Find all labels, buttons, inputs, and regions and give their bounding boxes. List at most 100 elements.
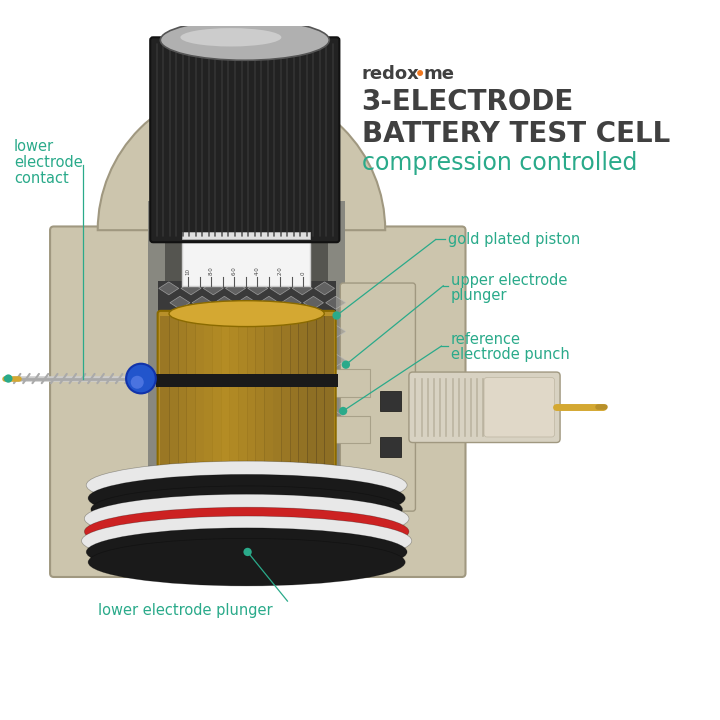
FancyBboxPatch shape	[341, 283, 415, 511]
Text: 2·0: 2·0	[278, 266, 283, 275]
Bar	[161, 316, 170, 473]
Polygon shape	[315, 397, 335, 410]
Bar	[204, 316, 213, 473]
Polygon shape	[248, 339, 268, 352]
Circle shape	[333, 311, 341, 320]
Polygon shape	[325, 296, 346, 309]
Polygon shape	[315, 368, 335, 381]
Text: 0: 0	[301, 271, 306, 275]
Polygon shape	[192, 354, 212, 366]
Polygon shape	[248, 397, 268, 410]
Polygon shape	[270, 397, 290, 410]
Circle shape	[4, 376, 9, 382]
Polygon shape	[215, 296, 235, 309]
Bar	[380, 437, 400, 457]
Polygon shape	[315, 339, 335, 352]
Polygon shape	[181, 339, 201, 352]
FancyBboxPatch shape	[148, 200, 345, 572]
Bar	[181, 232, 310, 240]
Polygon shape	[281, 296, 301, 309]
Circle shape	[342, 361, 350, 369]
Text: 3-ELECTRODE: 3-ELECTRODE	[361, 89, 574, 116]
Polygon shape	[181, 310, 201, 323]
Polygon shape	[315, 310, 335, 323]
Bar	[247, 316, 256, 473]
Polygon shape	[270, 282, 290, 294]
Bar	[273, 316, 282, 473]
Polygon shape	[292, 310, 312, 323]
Polygon shape	[203, 310, 223, 323]
Bar	[328, 415, 370, 444]
Polygon shape	[259, 411, 279, 424]
Bar	[380, 391, 400, 411]
Polygon shape	[281, 382, 301, 395]
Polygon shape	[225, 282, 246, 294]
Circle shape	[339, 407, 347, 415]
Polygon shape	[270, 339, 290, 352]
Polygon shape	[303, 296, 323, 309]
Polygon shape	[192, 411, 212, 424]
Polygon shape	[292, 368, 312, 381]
Circle shape	[131, 376, 144, 389]
Bar	[158, 282, 336, 425]
Polygon shape	[192, 296, 212, 309]
FancyBboxPatch shape	[150, 37, 339, 242]
Polygon shape	[170, 296, 190, 309]
Text: gold plated piston: gold plated piston	[448, 232, 580, 247]
Bar	[221, 316, 230, 473]
Polygon shape	[215, 382, 235, 395]
Polygon shape	[315, 282, 335, 294]
Ellipse shape	[81, 516, 412, 566]
Text: compression controlled: compression controlled	[361, 151, 637, 176]
Bar	[281, 316, 291, 473]
Text: 6·0: 6·0	[232, 266, 237, 275]
Polygon shape	[237, 354, 256, 366]
FancyBboxPatch shape	[50, 227, 466, 577]
Polygon shape	[248, 310, 268, 323]
Polygon shape	[303, 411, 323, 424]
Polygon shape	[225, 339, 246, 352]
Polygon shape	[303, 382, 323, 395]
Polygon shape	[158, 339, 179, 352]
Polygon shape	[181, 397, 201, 410]
Text: 10: 10	[186, 268, 191, 275]
Polygon shape	[170, 354, 190, 366]
Polygon shape	[170, 411, 190, 424]
Polygon shape	[270, 368, 290, 381]
Text: me: me	[424, 66, 455, 84]
Text: lower electrode plunger: lower electrode plunger	[98, 603, 273, 618]
Ellipse shape	[88, 539, 405, 586]
Ellipse shape	[161, 20, 329, 60]
Ellipse shape	[181, 28, 282, 47]
Polygon shape	[215, 411, 235, 424]
Polygon shape	[215, 354, 235, 366]
Ellipse shape	[86, 528, 407, 576]
Polygon shape	[181, 368, 201, 381]
Polygon shape	[281, 411, 301, 424]
Circle shape	[4, 374, 12, 383]
Polygon shape	[259, 325, 279, 338]
Polygon shape	[181, 282, 201, 294]
Polygon shape	[158, 310, 179, 323]
Polygon shape	[203, 397, 223, 410]
Polygon shape	[170, 325, 190, 338]
Bar	[212, 316, 222, 473]
Polygon shape	[248, 368, 268, 381]
Polygon shape	[158, 397, 179, 410]
Bar	[169, 316, 179, 473]
Text: lower: lower	[14, 139, 54, 154]
Polygon shape	[192, 325, 212, 338]
Polygon shape	[225, 397, 246, 410]
Polygon shape	[325, 354, 346, 366]
Polygon shape	[281, 325, 301, 338]
Ellipse shape	[88, 474, 405, 522]
Polygon shape	[158, 368, 179, 381]
Polygon shape	[259, 354, 279, 366]
FancyBboxPatch shape	[158, 311, 336, 479]
Bar	[298, 316, 308, 473]
Ellipse shape	[86, 461, 407, 509]
Bar	[328, 369, 370, 397]
Bar	[181, 232, 310, 286]
Polygon shape	[270, 310, 290, 323]
Polygon shape	[303, 325, 323, 338]
